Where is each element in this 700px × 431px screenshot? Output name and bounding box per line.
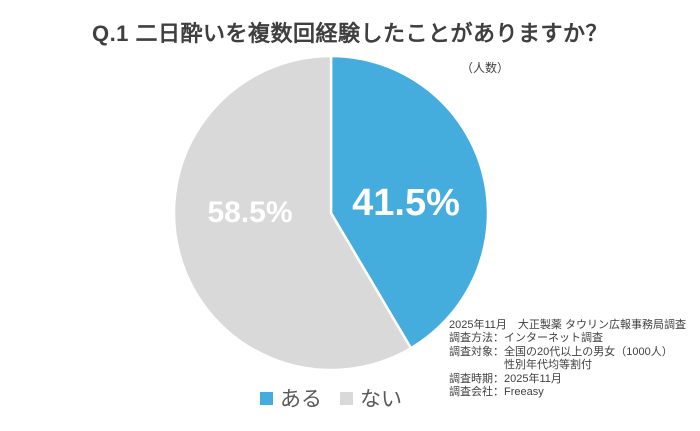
survey-footnote: 2025年11月 大正製薬 タウリン広報事務局調査 調査方法：インターネット調査調… [449,319,699,399]
legend-item-aru: ある [260,383,322,413]
chart-title: Q.1 二日酔いを複数回経験したことがありますか？ [91,21,609,46]
legend: ある ない [171,383,491,413]
footnote-line: 調査時期：2025年11月 [449,372,562,385]
footnote-line: 調査方法：インターネット調査 [449,332,603,345]
pie-slice-aru [329,54,490,350]
slice-value-label-aru: 41.5% [352,182,460,224]
pie-slice-nai [172,54,413,372]
legend-swatch-aru [260,391,273,405]
legend-item-nai: ない [340,383,402,413]
slice-value-label-nai: 58.5% [207,196,293,229]
unit-label: （人数） [461,61,510,75]
footnote-line: 調査対象：全国の20代以上の男女（1000人） [449,345,673,358]
footnote-line: 2025年11月 大正製薬 タウリン広報事務局調査 [449,319,686,331]
footnote-line: 調査会社：Freeasy [449,386,544,399]
footnote-line: 性別年代均等割付 [449,359,592,372]
pie-chart [172,54,490,372]
legend-swatch-nai [340,391,353,405]
legend-label-nai: ない [360,388,402,411]
legend-label-aru: ある [280,388,322,411]
